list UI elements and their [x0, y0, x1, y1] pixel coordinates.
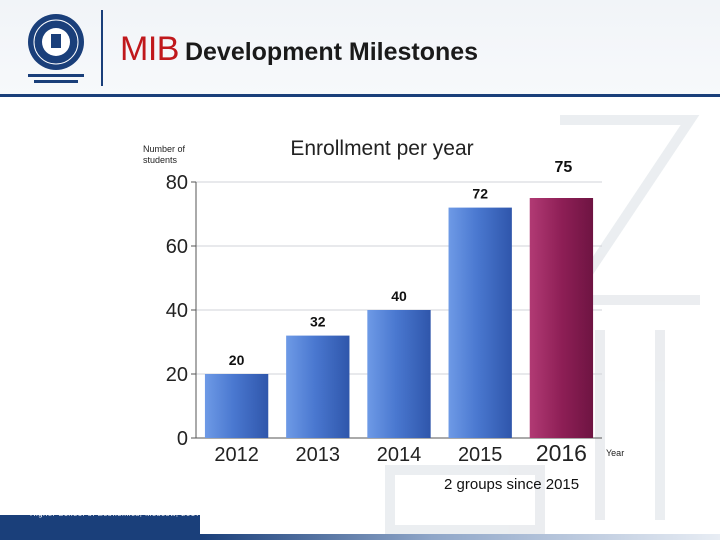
- footer-line: [0, 534, 720, 540]
- y-tick-label: 40: [166, 300, 188, 322]
- y-tick-label: 0: [177, 428, 188, 450]
- y-axis-label-line2: students: [143, 155, 178, 165]
- title-accent: MIB: [120, 30, 179, 68]
- x-tick-label-2015: 2015: [458, 444, 503, 466]
- y-tick-label: 60: [166, 236, 188, 258]
- slide-title: MIB Development Milestones: [120, 30, 478, 69]
- university-seal-logo: [28, 14, 84, 83]
- title-rest: Development Milestones: [184, 38, 479, 66]
- x-tick-label-2016: 2016: [536, 440, 587, 466]
- header-band: [0, 0, 720, 95]
- data-label-2014: 40: [391, 288, 407, 304]
- bar-2015: [448, 207, 512, 438]
- y-tick-label: 80: [166, 172, 188, 194]
- data-label-2012: 20: [229, 352, 245, 368]
- x-tick-label-2012: 2012: [214, 444, 259, 466]
- x-tick-label-2014: 2014: [377, 444, 422, 466]
- footer-text: Higher School of Economics, Moscow, 2017: [30, 509, 201, 518]
- data-label-2013: 32: [310, 314, 326, 330]
- y-axis-label-line1: Number of: [143, 144, 186, 154]
- x-tick-label-2013: 2013: [296, 444, 341, 466]
- data-label-2015: 72: [472, 186, 488, 202]
- logo-divider: [101, 10, 103, 86]
- data-label-2016: 75: [555, 159, 573, 176]
- bar-2014: [367, 310, 431, 438]
- x-axis-label: Year: [606, 448, 624, 458]
- y-tick-label: 20: [166, 364, 188, 386]
- bar-2016: [529, 198, 594, 438]
- bar-2012: [204, 374, 269, 438]
- chart-title: Enrollment per year: [290, 137, 473, 160]
- bar-2013: [286, 335, 350, 438]
- groups-note: 2 groups since 2015: [444, 476, 580, 493]
- header-divider-line: [0, 94, 720, 97]
